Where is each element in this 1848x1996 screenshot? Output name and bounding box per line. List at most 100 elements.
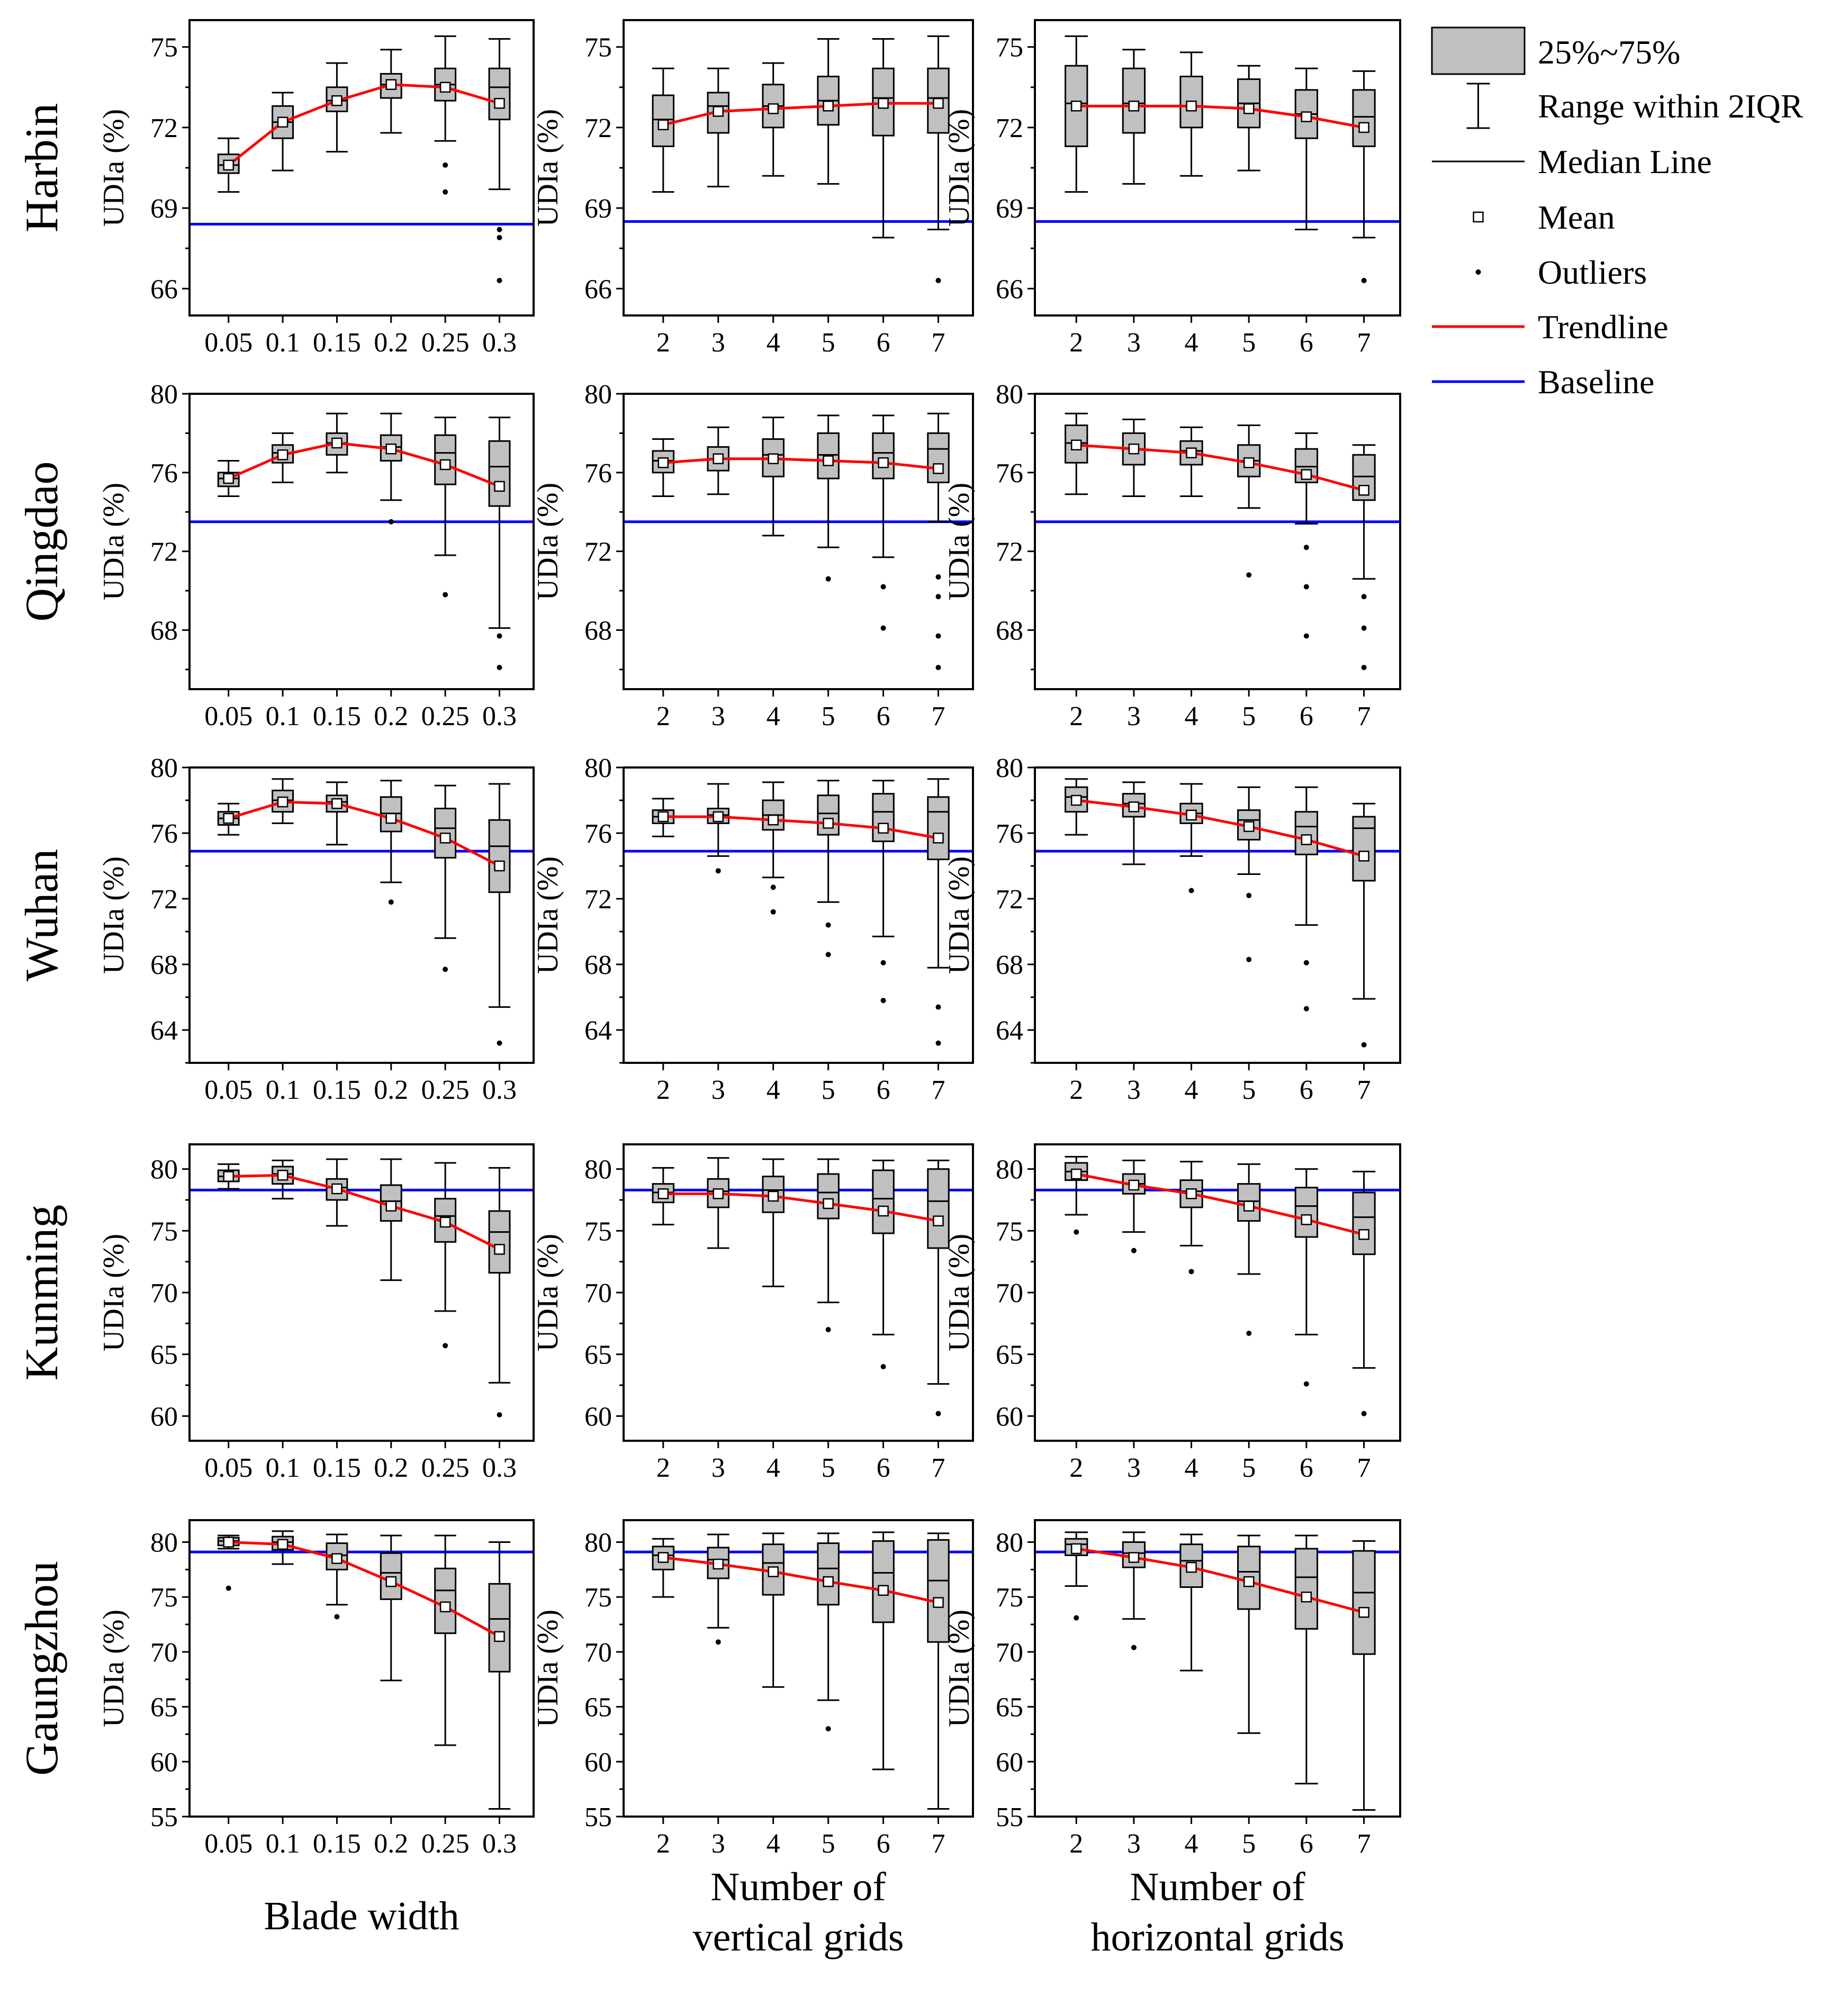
y-tick-label: 75 xyxy=(584,1583,612,1613)
mean-marker xyxy=(713,1188,724,1199)
x-tick-label: 7 xyxy=(932,328,945,358)
panel-frame xyxy=(188,766,535,1064)
mean-marker xyxy=(1128,801,1140,812)
y-tick-label: 80 xyxy=(584,1528,612,1558)
y-tick-label: 55 xyxy=(584,1802,612,1832)
panel-frame xyxy=(1034,19,1401,317)
mean-marker xyxy=(1243,103,1255,114)
x-tick-label: 2 xyxy=(656,701,670,731)
panel-wuhan-1: 64 68 72 76 80 0.05 0.1 0.15 0.2 0.25 0.3 UDIa (%) W… xyxy=(16,753,535,1105)
x-tick-label: 3 xyxy=(711,1829,725,1859)
panel-gaungzhou-3: 55 60 65 70 75 80 2 3 4 5 6 7 UDIa (%) xyxy=(943,1519,1401,1859)
mean-marker xyxy=(1301,469,1312,480)
outlier-point xyxy=(443,967,448,972)
box-iqr xyxy=(434,434,457,485)
box-iqr xyxy=(817,1173,840,1220)
outlier-point xyxy=(935,278,941,284)
x-tick-label: 6 xyxy=(1300,328,1313,358)
x-tick-label: 3 xyxy=(1127,1453,1141,1483)
outlier-point xyxy=(935,1004,941,1010)
x-tick-label: 7 xyxy=(932,701,945,731)
column-x-label: vertical grids xyxy=(693,1915,904,1959)
x-tick-label: 7 xyxy=(1357,1075,1371,1105)
x-tick-label: 0.2 xyxy=(374,1453,408,1483)
y-tick-label: 72 xyxy=(996,113,1023,143)
outlier-point xyxy=(443,1343,448,1349)
x-tick-label: 3 xyxy=(711,1075,725,1105)
city-label: Qingdao xyxy=(16,461,68,621)
outlier-point xyxy=(334,1614,340,1620)
panel-wuhan-2: 64 68 72 76 80 2 3 4 5 6 7 UDIa (%) xyxy=(531,753,974,1105)
panel-harbin-2: 66 69 72 75 2 3 4 5 6 7 UDIa (%) xyxy=(531,19,974,358)
y-tick-label: 75 xyxy=(584,33,612,63)
mean-marker xyxy=(277,116,289,128)
box-iqr xyxy=(488,1210,511,1274)
y-tick-label: 76 xyxy=(584,819,612,849)
mean-marker xyxy=(439,82,451,93)
mean-marker xyxy=(1301,1214,1312,1225)
y-tick-label: 55 xyxy=(150,1802,178,1832)
x-tick-label: 0.15 xyxy=(313,1075,361,1105)
y-tick-label: 75 xyxy=(996,1583,1023,1613)
mean-marker xyxy=(768,814,779,826)
mean-marker xyxy=(385,443,397,455)
mean-marker xyxy=(1070,439,1082,450)
outlier-point xyxy=(770,909,776,915)
outlier-point xyxy=(497,665,502,671)
legend-label: 25%~75% xyxy=(1538,33,1680,71)
y-tick-label: 80 xyxy=(150,1528,178,1558)
outlier-point xyxy=(825,1327,831,1332)
panel-harbin-1: 66 69 72 75 0.05 0.1 0.15 0.2 0.25 0.3 UDIa (%) Har… xyxy=(16,19,535,358)
mean-marker xyxy=(1186,1561,1197,1573)
x-tick-label: 5 xyxy=(822,701,835,731)
box-iqr xyxy=(927,1168,950,1249)
mean-marker xyxy=(823,1576,834,1587)
legend-mean-swatch xyxy=(1473,211,1484,223)
mean-marker xyxy=(713,106,724,117)
y-tick-label: 75 xyxy=(150,1216,178,1247)
mean-marker xyxy=(1243,1200,1255,1212)
y-axis-label: UDIa (%) xyxy=(97,109,130,227)
box-iqr xyxy=(488,819,511,893)
y-tick-label: 80 xyxy=(584,753,612,783)
y-tick-label: 80 xyxy=(584,380,612,410)
y-tick-label: 68 xyxy=(584,616,612,646)
city-label: Harbin xyxy=(16,103,68,232)
outlier-point xyxy=(1361,594,1367,600)
panel-frame xyxy=(188,1519,535,1818)
y-tick-label: 72 xyxy=(996,537,1023,567)
y-tick-label: 70 xyxy=(150,1278,178,1308)
legend-label: Trendline xyxy=(1538,308,1669,346)
panel-gaungzhou-1: 55 60 65 70 75 80 0.05 0.1 0.15 0.2 0.25 0.3 UDIa (%… xyxy=(16,1519,535,1859)
mean-marker xyxy=(713,811,724,823)
mean-marker xyxy=(878,1205,889,1217)
mean-marker xyxy=(933,1597,944,1608)
trend-line xyxy=(228,1173,500,1251)
x-tick-label: 5 xyxy=(1242,1453,1256,1483)
panel-frame xyxy=(623,393,974,690)
y-axis-label: UDIa (%) xyxy=(97,1234,130,1351)
outlier-point xyxy=(226,1585,231,1591)
y-tick-label: 60 xyxy=(150,1402,178,1432)
outlier-point xyxy=(1303,584,1309,590)
trend-line xyxy=(1076,104,1365,129)
trend-line xyxy=(663,102,939,127)
outlier-point xyxy=(880,584,886,590)
y-axis-label: UDIa (%) xyxy=(943,856,976,974)
y-tick-label: 64 xyxy=(996,1016,1023,1046)
city-label: Wuhan xyxy=(16,849,68,982)
mean-marker xyxy=(331,798,342,809)
mean-marker xyxy=(1243,457,1255,468)
x-tick-label: 0.1 xyxy=(266,701,300,731)
y-tick-label: 65 xyxy=(996,1340,1023,1370)
outlier-point xyxy=(880,998,886,1004)
mean-marker xyxy=(223,159,234,171)
outlier-point xyxy=(880,625,886,631)
outlier-point xyxy=(388,519,394,525)
y-tick-label: 68 xyxy=(996,950,1023,980)
x-tick-label: 2 xyxy=(656,1075,670,1105)
panel-qingdao-3: 68 72 76 80 2 3 4 5 6 7 UDIa (%) xyxy=(943,380,1401,731)
mean-marker xyxy=(1358,1229,1369,1240)
y-axis-label: UDIa (%) xyxy=(531,856,564,974)
outlier-point xyxy=(770,884,776,890)
